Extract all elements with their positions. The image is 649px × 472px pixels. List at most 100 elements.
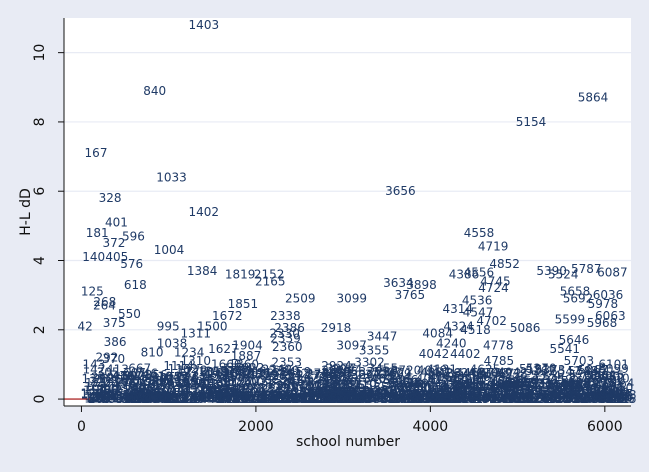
dense-label: 4604 (468, 392, 499, 406)
x-tick-label: 2000 (238, 419, 274, 435)
dense-label: 3254 (350, 391, 381, 405)
x-tick-label: 0 (77, 419, 86, 435)
point-label: 3355 (359, 344, 390, 358)
dense-label: 5845 (576, 364, 607, 378)
dense-label: 1486 (196, 390, 227, 404)
dense-label: 3159 (342, 385, 373, 399)
dense-label: 859 (145, 388, 168, 402)
dense-label: 1948 (236, 365, 267, 379)
dense-label: 5204 (520, 383, 551, 397)
dense-label: 3004 (328, 385, 359, 399)
dense-label: 1830 (226, 386, 257, 400)
dense-label: 1238 (174, 392, 205, 406)
dense-label: 2365 (273, 391, 304, 405)
point-label: 1403 (189, 18, 220, 32)
point-label: 4724 (478, 281, 509, 295)
dense-label: 2495 (284, 391, 315, 405)
dense-label: 271 (94, 390, 117, 404)
dense-label: 1511 (198, 365, 229, 379)
dense-label: 1154 (167, 372, 198, 386)
dense-label: 1759 (220, 389, 251, 403)
dense-label: 743 (135, 388, 158, 402)
dense-label: 1544 (201, 377, 232, 391)
point-label: 4719 (478, 240, 509, 254)
dense-label: 2926 (321, 392, 352, 406)
dense-label: 2052 (245, 390, 276, 404)
dense-label: 4832 (488, 382, 519, 396)
dense-label: 3626 (382, 383, 413, 397)
point-label: 143 (82, 357, 105, 371)
point-label: 6050 (594, 380, 625, 394)
dense-label: 1034 (156, 392, 187, 406)
dense-label: 3965 (412, 380, 443, 394)
dense-label: 5675 (561, 391, 592, 405)
dense-label: 627 (125, 392, 148, 406)
point-label: 4702 (476, 314, 507, 328)
dense-label: 2350 (271, 392, 302, 406)
dense-label: 4152 (428, 392, 459, 406)
dense-label: 4125 (426, 392, 457, 406)
dense-label: 706 (132, 390, 155, 404)
dense-label: 5592 (554, 384, 585, 398)
dense-label: 1071 (160, 383, 191, 397)
point-label: 4980 (501, 380, 532, 394)
dense-label: 5266 (526, 392, 557, 406)
dense-label: 3452 (367, 387, 398, 401)
point-label: 4240 (436, 337, 467, 351)
dense-label: 667 (128, 362, 151, 376)
dense-label: 5066 (508, 374, 539, 388)
dense-label: 5104 (511, 382, 542, 396)
dense-label: 4990 (502, 377, 533, 391)
dense-label: 4144 (428, 370, 459, 384)
dense-label: 3765 (395, 392, 426, 406)
dense-label: 4688 (475, 370, 506, 384)
dense-label: 825 (142, 386, 165, 400)
dense-label: 961 (154, 391, 177, 405)
dense-label: 3044 (332, 373, 363, 387)
dense-label: 6121 (600, 386, 631, 400)
dense-label: 3898 (406, 391, 437, 405)
dense-label: 1791 (222, 374, 253, 388)
dense-label: 6147 (602, 387, 633, 401)
dense-label: 853 (144, 390, 167, 404)
dense-label: 384 (104, 375, 127, 389)
dense-label: 5807 (573, 389, 604, 403)
dense-label: 1260 (176, 390, 207, 404)
dense-label: 4019 (417, 363, 448, 377)
dense-label: 4507 (459, 381, 490, 395)
dense-label: 4441 (454, 388, 485, 402)
dense-label: 4178 (431, 386, 462, 400)
dense-label: 4610 (468, 366, 499, 380)
dense-label: 3111 (338, 388, 369, 402)
dense-label: 512 (115, 389, 138, 403)
dense-label: 5543 (550, 392, 581, 406)
dense-label: 4291 (441, 378, 472, 392)
dense-label: 4112 (425, 389, 456, 403)
dense-label: 2432 (278, 366, 309, 380)
dense-label: 5459 (542, 388, 573, 402)
dense-label: 3686 (388, 373, 419, 387)
dense-label: 5231 (523, 377, 554, 391)
dense-label: 4534 (462, 367, 493, 381)
dense-label: 927 (151, 378, 174, 392)
dense-label: 766 (137, 392, 160, 406)
dense-label: 978 (155, 390, 178, 404)
dense-label: 1705 (215, 392, 246, 406)
point-label: 5646 (559, 333, 590, 347)
dense-label: 3720 (391, 363, 422, 377)
dense-label: 4447 (454, 379, 485, 393)
dense-label: 677 (129, 377, 152, 391)
dense-label: 1774 (221, 376, 252, 390)
dense-label: 5867 (578, 363, 609, 377)
point-label: 618 (124, 278, 147, 292)
dense-label: 5935 (584, 376, 615, 390)
dense-label: 2843 (314, 392, 345, 406)
dense-label: 5698 (563, 392, 594, 406)
dense-label: 3830 (400, 381, 431, 395)
point-label: 5978 (588, 297, 619, 311)
dense-label: 4431 (453, 392, 484, 406)
dense-label: 290 (95, 383, 118, 397)
point-label: 2165 (255, 274, 286, 288)
point-label: 1500 (197, 319, 228, 333)
